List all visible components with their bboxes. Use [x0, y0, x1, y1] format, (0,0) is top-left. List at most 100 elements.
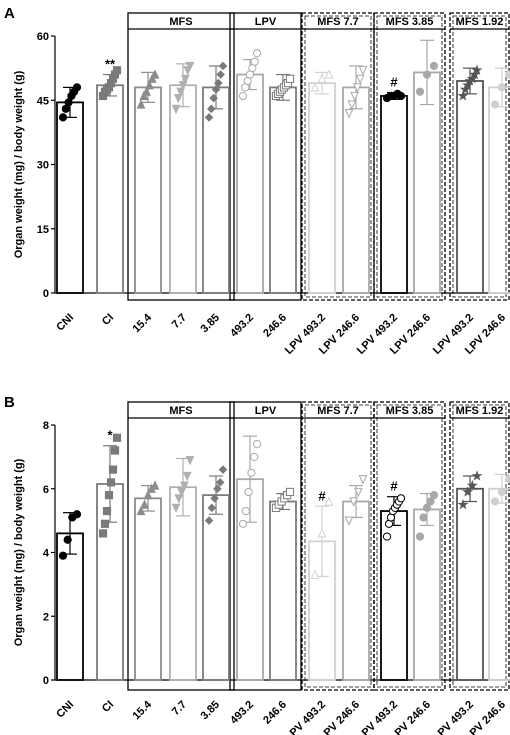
bar — [456, 487, 484, 681]
data-point — [247, 468, 256, 477]
group-label: MFS 7.7 — [317, 405, 359, 417]
data-point — [102, 506, 112, 516]
x-tick-label: 7.7 — [170, 312, 189, 331]
group-box — [229, 12, 302, 301]
data-point — [347, 100, 357, 110]
group-box-inner — [304, 404, 372, 688]
data-point — [324, 69, 334, 79]
data-point — [355, 74, 365, 85]
data-point — [349, 497, 359, 507]
significance-marker: ** — [105, 57, 116, 72]
data-point — [422, 70, 432, 79]
data-point — [241, 506, 250, 516]
data-point — [204, 516, 214, 525]
data-point — [211, 85, 221, 94]
data-point — [471, 470, 483, 481]
y-tick-label: 6 — [43, 484, 49, 496]
data-point — [218, 61, 228, 71]
data-point — [250, 57, 259, 66]
data-point — [310, 82, 320, 92]
y-tick-label: 30 — [37, 160, 49, 172]
data-point — [396, 494, 406, 503]
bar — [456, 80, 484, 294]
data-point — [58, 551, 68, 560]
data-point — [110, 446, 120, 455]
data-point — [285, 487, 295, 497]
data-point — [238, 91, 248, 101]
x-tick-label: CNI — [54, 312, 76, 334]
data-point — [210, 494, 219, 503]
data-point — [180, 481, 189, 491]
data-point — [180, 74, 190, 85]
data-point — [457, 498, 469, 510]
data-point — [182, 471, 192, 482]
x-tick-label: 3.85 — [198, 312, 222, 336]
data-point — [462, 486, 474, 497]
x-tick-label: 15.4 — [130, 698, 154, 722]
data-point — [429, 491, 439, 500]
data-point — [457, 90, 469, 101]
group-box — [449, 12, 510, 301]
group-box — [449, 401, 510, 691]
data-point — [504, 70, 510, 79]
y-tick-label: 0 — [43, 675, 49, 687]
group-label: MFS — [169, 405, 192, 417]
data-point — [207, 104, 216, 114]
data-point — [178, 81, 188, 91]
data-point — [344, 109, 354, 119]
panel-label: A — [4, 5, 15, 22]
group-label: MFS — [169, 16, 192, 28]
data-point — [63, 535, 72, 544]
data-point — [344, 516, 354, 526]
data-point — [136, 505, 146, 516]
y-tick-label: 45 — [37, 95, 49, 107]
data-point — [238, 519, 248, 528]
data-point — [497, 487, 507, 497]
data-point — [216, 70, 225, 79]
data-point — [426, 497, 435, 506]
data-point — [72, 510, 82, 519]
data-point — [471, 64, 483, 75]
x-tick-label: 7.7 — [170, 699, 189, 718]
bar — [269, 500, 297, 681]
group-box — [301, 401, 375, 691]
data-point — [209, 93, 218, 103]
data-point — [422, 503, 432, 512]
bar — [134, 86, 162, 294]
group-label: MFS 1.92 — [456, 16, 504, 28]
bar — [342, 500, 370, 681]
data-point — [185, 455, 195, 466]
bar — [202, 494, 230, 681]
data-point — [106, 478, 116, 487]
data-point — [214, 78, 223, 88]
bar — [308, 82, 336, 294]
data-point — [353, 487, 363, 498]
data-point — [490, 100, 500, 109]
group-label: LPV — [255, 405, 277, 417]
data-point — [350, 91, 359, 102]
data-point — [396, 91, 406, 101]
group-box-inner — [376, 404, 443, 688]
data-point — [112, 433, 122, 442]
group-label: MFS 3.85 — [386, 16, 434, 28]
significance-marker: # — [318, 488, 326, 503]
bar — [269, 86, 297, 294]
bar — [342, 86, 370, 294]
data-point — [176, 87, 186, 97]
data-point — [136, 99, 146, 109]
data-point — [213, 484, 222, 494]
bar — [413, 71, 441, 294]
group-box — [373, 12, 446, 301]
group-box — [127, 12, 235, 301]
y-tick-label: 15 — [37, 224, 49, 236]
data-point — [358, 475, 368, 485]
data-point — [108, 465, 118, 474]
bar — [488, 86, 510, 294]
data-point — [497, 83, 507, 92]
group-label: MFS 1.92 — [456, 405, 504, 417]
data-point — [310, 569, 320, 579]
group-label: MFS 7.7 — [317, 16, 359, 28]
data-point — [358, 66, 368, 76]
data-point — [317, 73, 327, 83]
